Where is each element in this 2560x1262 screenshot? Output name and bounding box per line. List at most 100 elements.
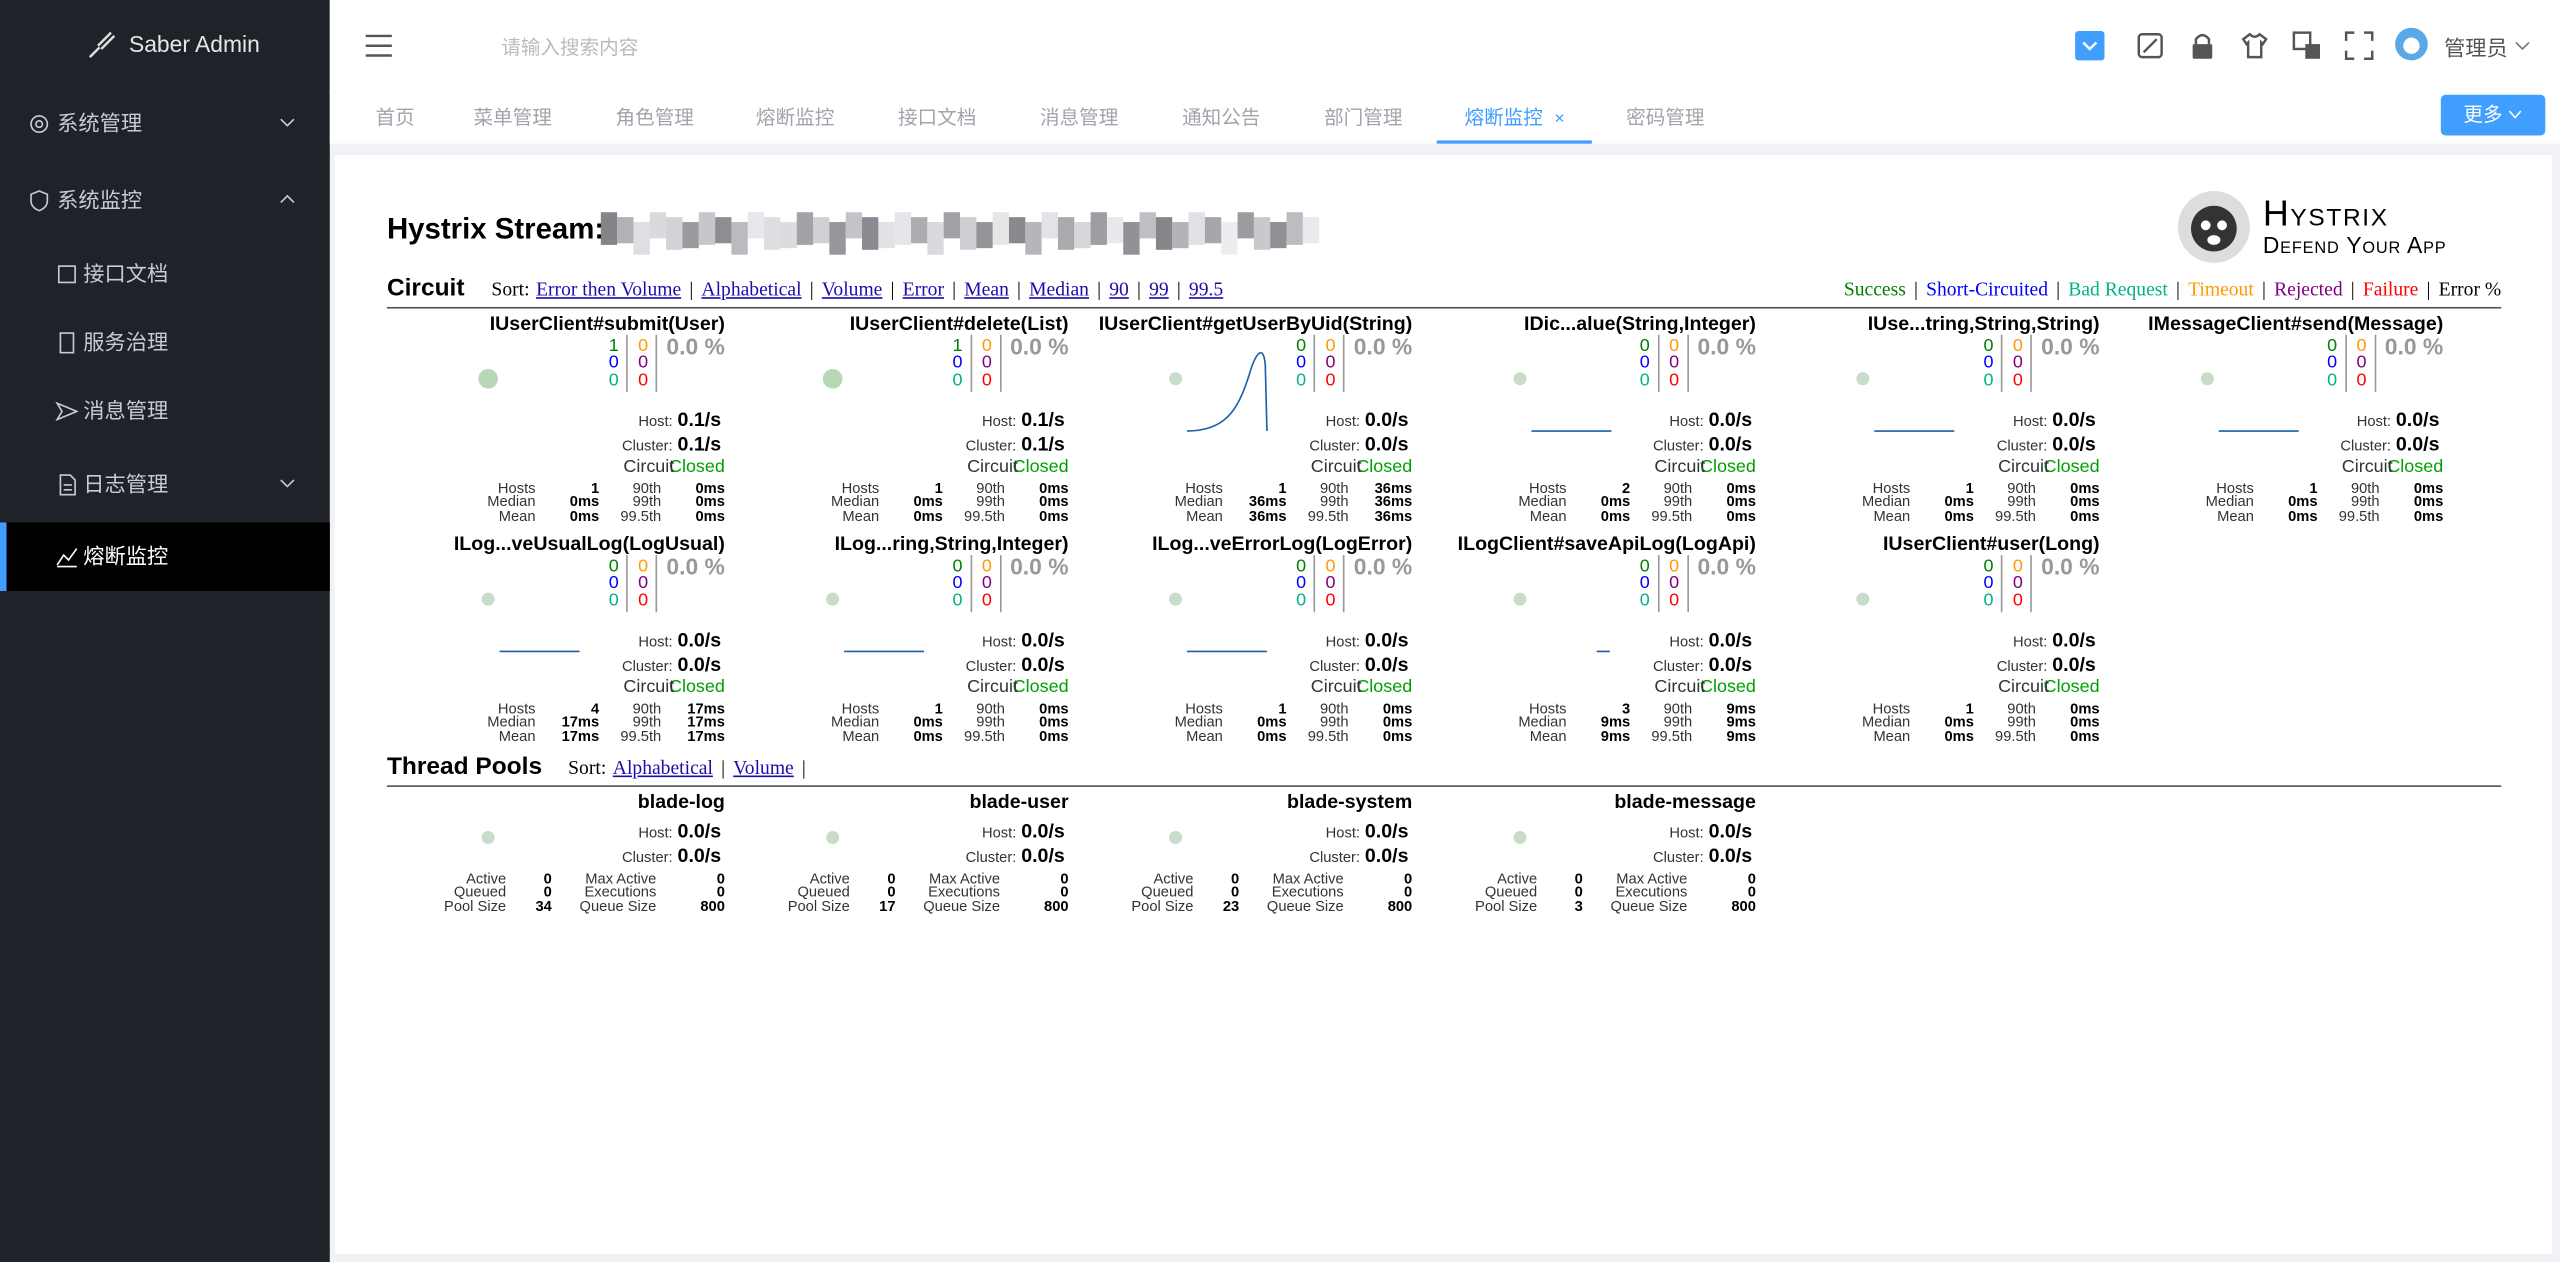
thread-pools-heading: Thread Pools xyxy=(386,751,543,780)
host-rate: 0.0/s xyxy=(1021,628,1065,652)
logo-eye xyxy=(2217,220,2227,231)
circuit-sort: Sort: Error then Volume | Alphabetical | Volu… xyxy=(491,276,1223,302)
icon-fullscreen[interactable] xyxy=(2344,31,2374,60)
menu-item[interactable]: 熔断监控 xyxy=(0,522,330,592)
tab[interactable]: 部门管理 xyxy=(1324,91,1402,143)
cluster-rate: 0.0/s xyxy=(677,844,722,867)
stat-value: 1 xyxy=(1278,479,1287,496)
cluster-rate: 0.0/s xyxy=(1708,432,1753,456)
cluster-label: Cluster: xyxy=(965,848,1017,865)
sort-option[interactable]: Error xyxy=(902,277,945,301)
separator: | xyxy=(2426,277,2431,301)
stat-value: 0ms xyxy=(1944,506,1974,524)
separator: | xyxy=(801,755,806,779)
legend-item: Rejected xyxy=(2274,277,2343,301)
sort-option[interactable]: Error then Volume xyxy=(536,277,682,301)
more-label: 更多 xyxy=(2463,102,2503,126)
count-rejected: 0 xyxy=(638,352,649,373)
host-rate: 0.1/s xyxy=(677,408,722,432)
tab[interactable]: 熔断监控 × xyxy=(1436,91,1593,144)
icon-lock[interactable] xyxy=(2188,31,2217,60)
stat-label: Active xyxy=(1497,869,1538,886)
icon-select[interactable] xyxy=(2073,29,2106,62)
stat-value: 0ms xyxy=(1039,699,1069,716)
sort-option[interactable]: Volume xyxy=(821,277,883,301)
count-failure: 0 xyxy=(638,369,649,390)
circuit-graph xyxy=(1168,555,1345,653)
sort-option[interactable]: 99.5 xyxy=(1188,277,1224,301)
tab[interactable]: 菜单管理 xyxy=(473,91,551,143)
menu-label: 系统监控 xyxy=(57,187,143,213)
stat-value: 17ms xyxy=(687,727,725,744)
sort-option[interactable]: Median xyxy=(1029,277,1089,301)
more-button[interactable]: 更多 xyxy=(2440,94,2546,136)
search-placeholder[interactable]: 请输入搜索内容 xyxy=(501,35,639,59)
count-bad-request: 0 xyxy=(1983,369,1994,390)
stat-label: 99.5th xyxy=(1995,727,2036,744)
sort-option[interactable]: Alphabetical xyxy=(701,277,802,301)
cluster-label: Cluster: xyxy=(622,436,673,454)
stat-label: Executions xyxy=(1271,883,1344,900)
menu-item[interactable]: 接口文档 xyxy=(0,240,330,309)
stat-value: 0ms xyxy=(695,506,725,524)
tab[interactable]: 熔断监控 xyxy=(756,91,834,143)
circuit-graph xyxy=(1856,555,2032,613)
cluster-rate: 0.1/s xyxy=(1021,432,1065,456)
stat-label: Median xyxy=(487,713,536,730)
sort-option[interactable]: Volume xyxy=(733,755,794,779)
host-rate: 0.0/s xyxy=(1364,628,1409,652)
stat-value: 9ms xyxy=(1726,699,1756,716)
count-failure: 0 xyxy=(2012,590,2023,610)
pool-graph xyxy=(1168,831,1183,845)
menu-item[interactable]: 日志管理 xyxy=(0,451,330,520)
stat-value: 0ms xyxy=(1039,493,1069,510)
separator: | xyxy=(689,277,694,301)
stat-value: 0ms xyxy=(1039,713,1069,730)
menu-item[interactable]: 系统管理 xyxy=(0,90,330,159)
error-percent: 0.0 % xyxy=(1697,333,1756,360)
stat-label: Median xyxy=(1174,713,1223,730)
stat-label: Median xyxy=(487,493,536,510)
stat-value: 0ms xyxy=(2070,506,2100,524)
tab[interactable]: 消息管理 xyxy=(1040,91,1118,143)
stat-value: 0ms xyxy=(1944,727,1974,744)
tab[interactable]: 通知公告 xyxy=(1182,91,1260,143)
sort-option[interactable]: 90 xyxy=(1109,277,1129,301)
tab[interactable]: 接口文档 xyxy=(898,91,976,143)
tab[interactable]: 角色管理 xyxy=(616,91,694,143)
menu-item[interactable]: 系统监控 xyxy=(0,167,330,236)
tab-label: 熔断监控 xyxy=(755,106,835,129)
icon-theme[interactable] xyxy=(2240,31,2269,60)
sort-option[interactable]: 99 xyxy=(1149,277,1169,301)
count-short-circuited: 0 xyxy=(952,573,963,593)
avatar[interactable] xyxy=(2393,26,2429,62)
count-timeout: 0 xyxy=(1325,335,1336,356)
stat-label: 90th xyxy=(2007,479,2036,496)
hamburger[interactable] xyxy=(364,33,393,59)
host-label: Host: xyxy=(1325,632,1360,649)
icon-tool[interactable] xyxy=(2136,31,2165,60)
circuit-label: Circuit xyxy=(623,676,675,697)
stat-value: 0 xyxy=(1574,883,1583,900)
circuit-name: ILog...veUsualLog(LogUsual) xyxy=(453,532,725,556)
stat-label: Mean xyxy=(1873,727,1911,744)
stat-value: 36ms xyxy=(1374,493,1413,510)
tab[interactable]: 密码管理 xyxy=(1626,91,1704,143)
blur-block xyxy=(943,212,960,239)
health-circle xyxy=(1856,592,1870,606)
sort-option[interactable]: Mean xyxy=(964,277,1009,301)
user-name[interactable]: 管理员 xyxy=(2444,35,2508,61)
circuit-graph xyxy=(478,334,658,392)
health-circle xyxy=(1168,592,1183,606)
menu-label: 服务治理 xyxy=(83,329,169,355)
stat-label: 99th xyxy=(2007,713,2036,730)
host-label: Host: xyxy=(1669,823,1704,840)
menu-item[interactable]: 服务治理 xyxy=(0,309,330,378)
sparkline xyxy=(1186,351,1268,432)
sort-option[interactable]: Alphabetical xyxy=(612,755,713,779)
circuit-label: Circuit xyxy=(1310,676,1362,697)
tab[interactable]: 首页 xyxy=(376,91,415,143)
icon-lang[interactable] xyxy=(2292,31,2321,60)
menu-item[interactable]: 消息管理 xyxy=(0,377,330,446)
health-circle xyxy=(1168,372,1183,386)
